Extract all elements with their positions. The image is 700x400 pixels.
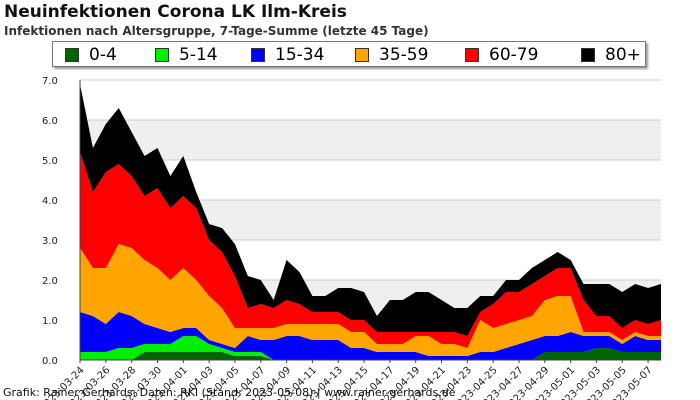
legend-label: 60-79: [489, 45, 539, 65]
legend-swatch: [355, 48, 369, 62]
area-series-15-34: [80, 312, 661, 360]
legend-label: 35-59: [379, 45, 429, 65]
y-tick-label: 7.0: [42, 76, 58, 87]
y-tick-label: 2.0: [42, 276, 58, 287]
y-tick-label: 5.0: [42, 156, 58, 167]
chart-subtitle: Infektionen nach Altersgruppe, 7-Tage-Su…: [4, 24, 429, 38]
y-tick-label: 6.0: [42, 116, 58, 127]
y-tick-label: 4.0: [42, 196, 58, 207]
area-series-35-59: [80, 244, 661, 356]
area-series-0-4: [80, 348, 661, 360]
legend-swatch: [581, 48, 595, 62]
legend: 0-4 5-14 15-34 35-59 60-79 80+: [52, 41, 646, 67]
legend-swatch: [465, 48, 479, 62]
legend-swatch: [155, 48, 169, 62]
grid-band: [80, 120, 661, 160]
legend-label: 0-4: [89, 45, 117, 65]
legend-label: 80+: [605, 45, 641, 65]
legend-swatch: [251, 48, 265, 62]
legend-swatch: [65, 48, 79, 62]
area-series-60-79: [80, 152, 661, 348]
y-tick-label: 1.0: [42, 316, 58, 327]
y-tick-label: 3.0: [42, 236, 58, 247]
chart-title: Neuinfektionen Corona LK Ilm-Kreis: [4, 2, 347, 22]
legend-label: 15-34: [275, 45, 325, 65]
y-tick-label: 0.0: [42, 356, 58, 367]
area-series-80-plus: [80, 84, 661, 336]
footer-credit: Grafik: Rainer Gerhards, Daten: RKI (Sta…: [3, 386, 456, 399]
legend-label: 5-14: [179, 45, 218, 65]
area-series-5-14: [80, 336, 661, 360]
